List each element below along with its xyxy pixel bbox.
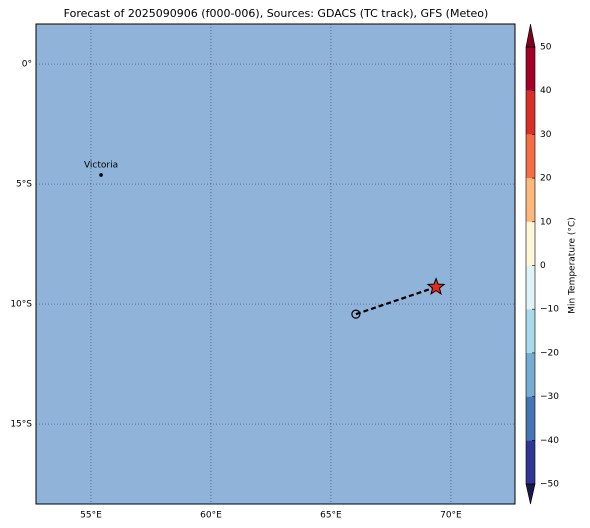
x-tick-label: 65°E bbox=[320, 511, 342, 521]
x-tick-label: 55°E bbox=[80, 511, 102, 521]
colorbar-band bbox=[526, 440, 535, 484]
place-label: Victoria bbox=[84, 160, 118, 170]
colorbar-tick-label: −20 bbox=[540, 348, 559, 358]
colorbar-band bbox=[526, 396, 535, 441]
colorbar-tick-label: −40 bbox=[540, 436, 559, 446]
colorbar-tick-label: 10 bbox=[540, 217, 552, 227]
colorbar-tick-label: −50 bbox=[540, 480, 559, 490]
y-tick-label: 15°S bbox=[10, 420, 32, 430]
colorbar-label: Min Temperature (°C) bbox=[568, 217, 578, 314]
track-line bbox=[355, 285, 437, 316]
colorbar-band bbox=[526, 134, 535, 179]
colorbar-band bbox=[526, 352, 535, 397]
colorbar-band bbox=[526, 221, 535, 266]
colorbar-under bbox=[525, 483, 536, 505]
y-tick-label: 5°S bbox=[16, 180, 32, 190]
y-tick-label: 10°S bbox=[10, 300, 32, 310]
colorbar-tick-label: −30 bbox=[540, 392, 559, 402]
colorbar-band bbox=[526, 265, 535, 310]
place-dot bbox=[99, 173, 103, 177]
colorbar-over bbox=[525, 23, 536, 48]
ocean bbox=[36, 24, 515, 504]
chart-title: Forecast of 2025090906 (f000-006), Sourc… bbox=[64, 7, 489, 20]
colorbar-tick-label: 40 bbox=[540, 86, 552, 96]
colorbar-tick-label: 20 bbox=[540, 174, 552, 184]
track-start bbox=[351, 309, 361, 319]
colorbar-band bbox=[526, 178, 535, 222]
colorbar-tick-label: 0 bbox=[540, 261, 546, 271]
y-tick-label: 0° bbox=[22, 60, 32, 70]
colorbar-tick-label: −10 bbox=[540, 305, 559, 315]
colorbar-band bbox=[526, 47, 535, 91]
colorbar-tick-label: 30 bbox=[540, 130, 552, 140]
colorbar-band bbox=[526, 309, 535, 353]
track-current bbox=[426, 277, 446, 296]
x-tick-label: 70°E bbox=[440, 511, 462, 521]
colorbar-band bbox=[526, 90, 535, 135]
x-tick-label: 60°E bbox=[200, 511, 222, 521]
map-frame bbox=[35, 23, 516, 505]
colorbar-tick-label: 50 bbox=[540, 43, 552, 53]
